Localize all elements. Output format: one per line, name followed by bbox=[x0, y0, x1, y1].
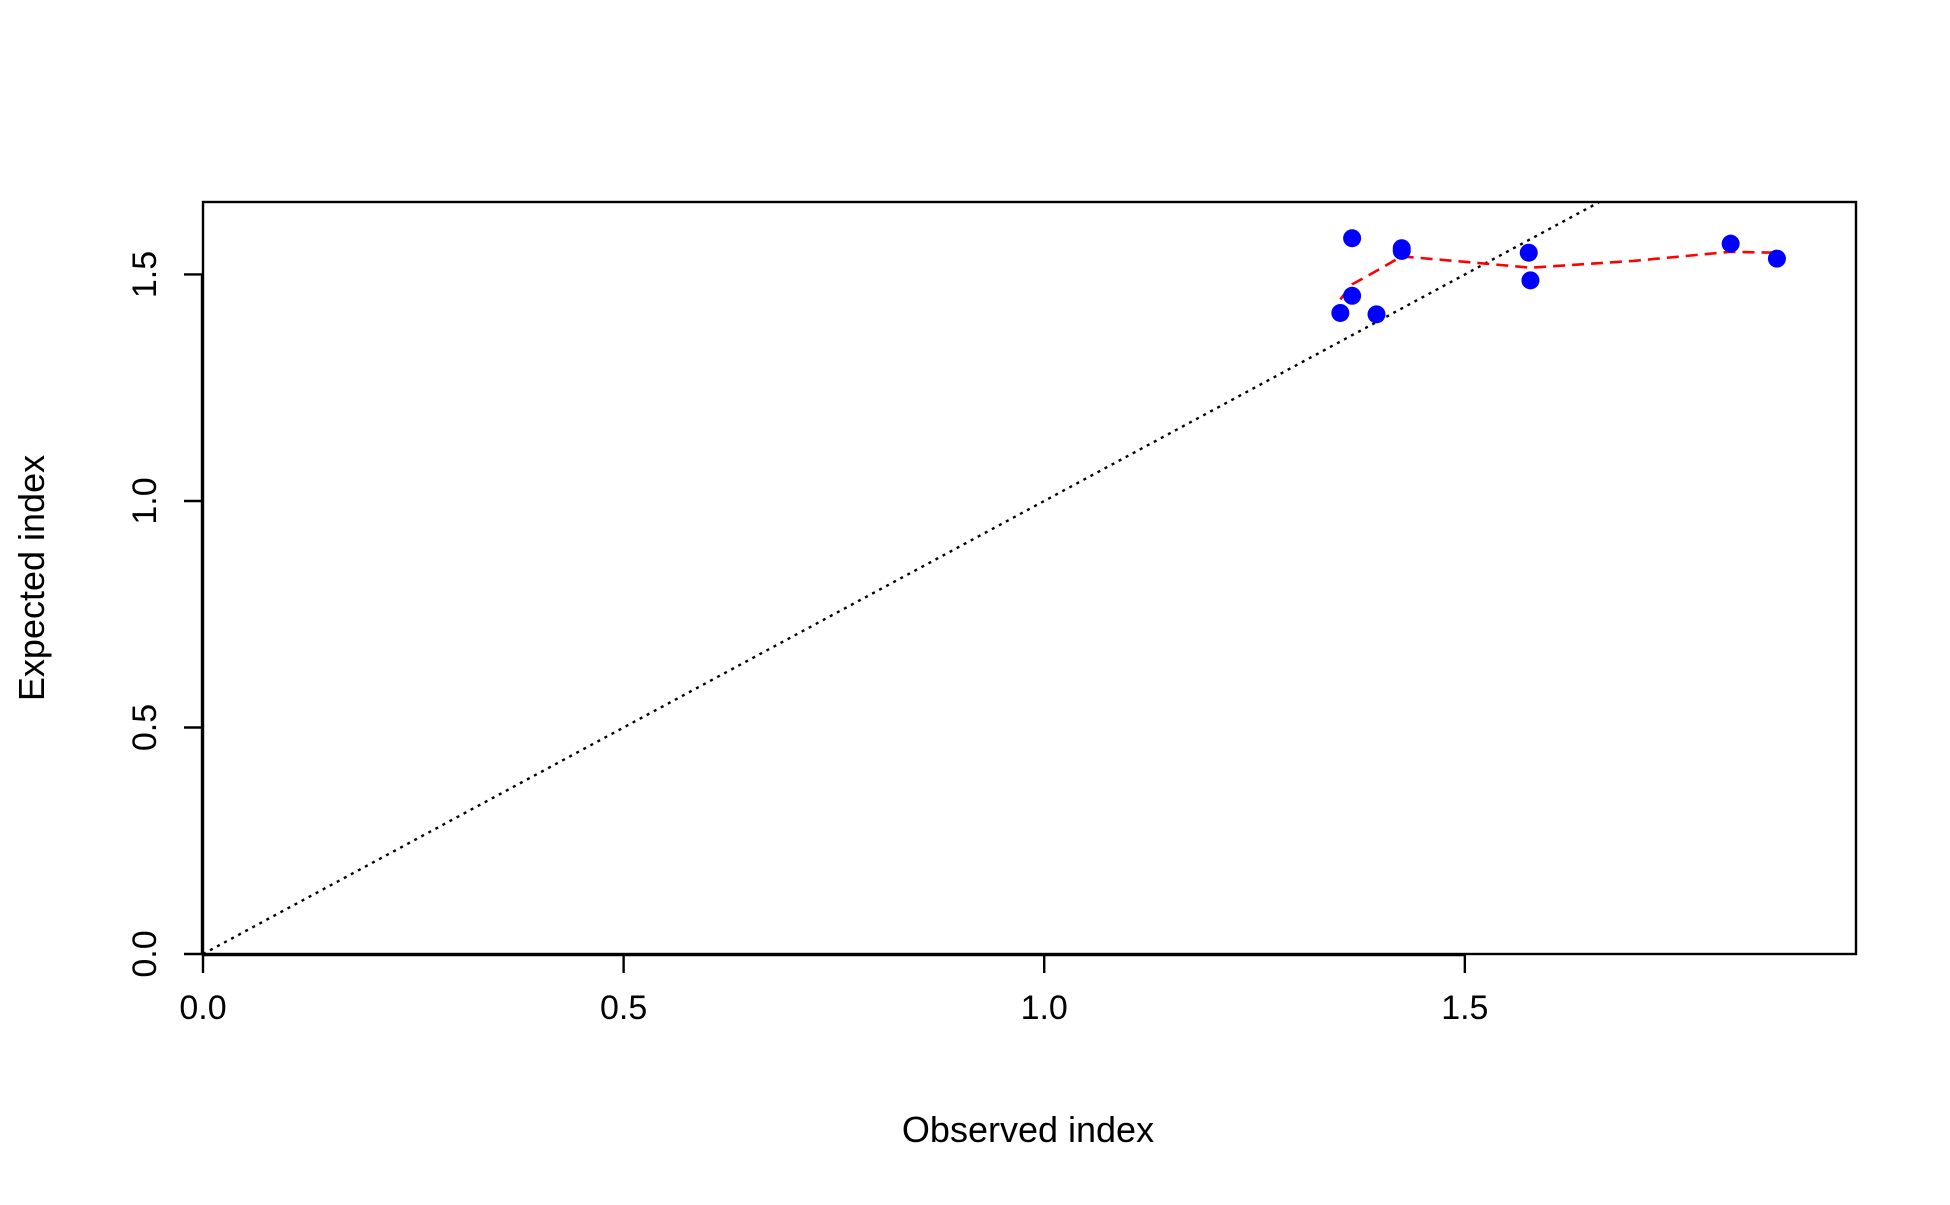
y-tick-label: 0.0 bbox=[126, 930, 164, 977]
identity-reference-line bbox=[202, 200, 1600, 956]
x-tick-label: 0.5 bbox=[600, 989, 647, 1027]
data-point bbox=[1331, 303, 1350, 322]
data-point bbox=[1343, 229, 1362, 248]
data-point bbox=[1721, 234, 1740, 253]
data-point bbox=[1367, 305, 1386, 324]
y-axis-title: Expected index bbox=[11, 455, 52, 701]
x-axis-title: Observed index bbox=[902, 1109, 1154, 1150]
data-point bbox=[1343, 286, 1362, 305]
x-tick-label: 1.5 bbox=[1441, 989, 1488, 1027]
smooth-line-group bbox=[1339, 250, 1777, 301]
reference-line-group bbox=[202, 200, 1600, 956]
data-point bbox=[1767, 249, 1786, 268]
y-tick-label: 1.5 bbox=[126, 251, 164, 298]
data-points-group bbox=[1331, 229, 1786, 324]
smooth-trend-line bbox=[1339, 250, 1777, 301]
data-point bbox=[1392, 241, 1411, 260]
x-tick-label: 0.0 bbox=[179, 989, 226, 1027]
x-axis: 0.0 0.5 1.0 1.5 bbox=[179, 953, 1488, 1027]
y-tick-label: 0.5 bbox=[126, 704, 164, 751]
y-tick-label: 1.0 bbox=[126, 477, 164, 524]
data-point bbox=[1521, 271, 1540, 290]
y-axis: 0.0 0.5 1.0 1.5 bbox=[126, 251, 204, 978]
x-tick-label: 1.0 bbox=[1021, 989, 1068, 1027]
data-point bbox=[1519, 243, 1538, 262]
